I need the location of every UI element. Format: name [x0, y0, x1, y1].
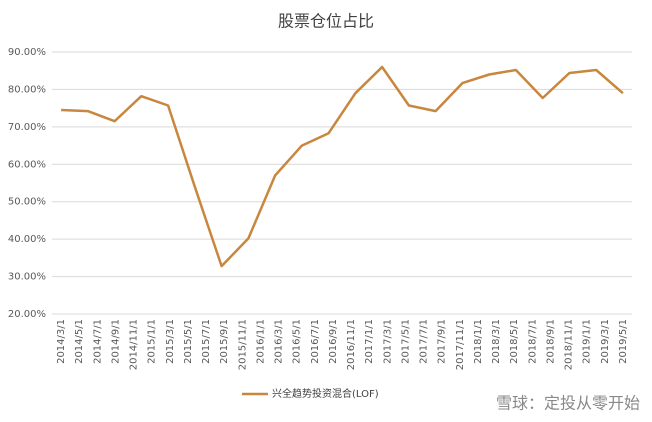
x-tick-label: 2015/7/1	[201, 319, 212, 364]
y-tick-label: 30.00%	[8, 272, 46, 283]
x-tick-label: 2018/7/1	[527, 319, 538, 364]
x-tick-label: 2014/9/1	[110, 319, 121, 364]
y-tick-label: 60.00%	[8, 159, 46, 170]
x-tick-label: 2016/9/1	[328, 319, 339, 364]
x-tick-label: 2018/1/1	[473, 319, 484, 364]
x-tick-label: 2019/3/1	[600, 319, 611, 364]
x-tick-label: 2014/7/1	[92, 319, 103, 364]
y-tick-label: 90.00%	[8, 47, 46, 58]
y-tick-label: 80.00%	[8, 84, 46, 95]
y-tick-label: 50.00%	[8, 197, 46, 208]
x-tick-label: 2017/1/1	[364, 319, 375, 364]
x-tick-label: 2017/5/1	[400, 319, 411, 364]
chart-title: 股票仓位占比	[278, 12, 374, 31]
y-tick-label: 70.00%	[8, 122, 46, 133]
x-tick-label: 2015/1/1	[147, 319, 158, 364]
x-tick-label: 2018/5/1	[509, 319, 520, 364]
y-tick-label: 20.00%	[8, 309, 46, 320]
x-tick-label: 2017/9/1	[437, 319, 448, 364]
x-tick-label: 2017/3/1	[382, 319, 393, 364]
x-tick-label: 2017/7/1	[419, 319, 430, 364]
x-tick-label: 2015/3/1	[165, 319, 176, 364]
line	[61, 65, 624, 268]
x-tick-label: 2018/9/1	[545, 319, 556, 364]
x-tick-label: 2016/5/1	[292, 319, 303, 364]
x-tick-label: 2019/1/1	[582, 319, 593, 364]
x-tick-label: 2016/1/1	[255, 319, 266, 364]
x-tick-label: 2014/3/1	[56, 319, 67, 364]
x-tick-label: 2016/11/1	[346, 319, 357, 370]
x-tick-label: 2015/11/1	[237, 319, 248, 370]
x-tick-label: 2015/9/1	[219, 319, 230, 364]
x-tick-label: 2016/7/1	[310, 319, 321, 364]
y-tick-label: 40.00%	[8, 234, 46, 245]
x-tick-label: 2018/11/1	[564, 319, 575, 370]
legend-label: 兴全趋势投资混合(LOF)	[272, 387, 379, 400]
x-tick-label: 2019/5/1	[618, 319, 629, 364]
x-tick-label: 2014/5/1	[74, 319, 85, 364]
x-tick-label: 2018/3/1	[491, 319, 502, 364]
x-tick-label: 2016/3/1	[274, 319, 285, 364]
x-tick-label: 2017/11/1	[455, 319, 466, 370]
x-tick-label: 2014/11/1	[129, 319, 140, 370]
x-tick-label: 2015/5/1	[183, 319, 194, 364]
watermark: 雪球：定投从零开始	[496, 394, 640, 413]
